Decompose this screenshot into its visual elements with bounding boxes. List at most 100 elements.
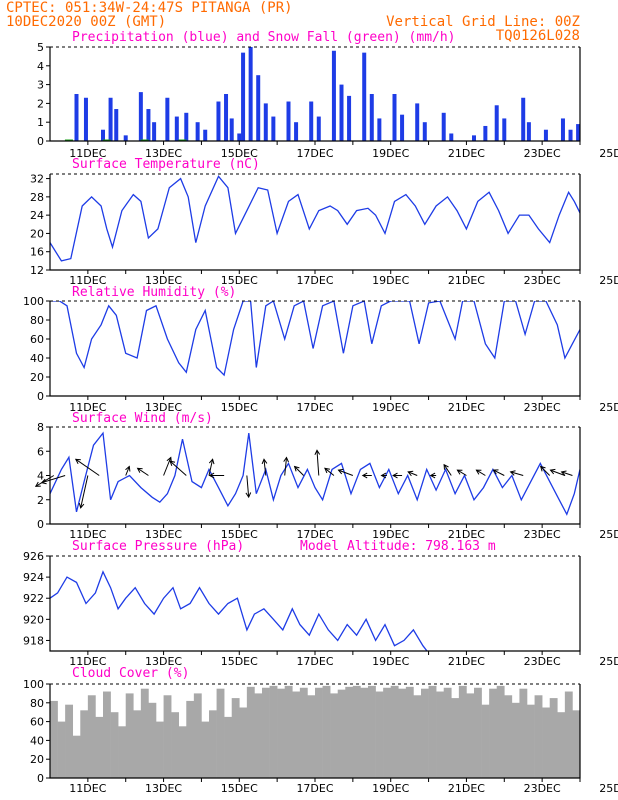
cloud-bar bbox=[564, 691, 573, 778]
precip-bar bbox=[449, 133, 454, 141]
cloud-bar bbox=[231, 698, 240, 778]
cloud-bar bbox=[557, 712, 566, 778]
precip-bar bbox=[543, 129, 548, 141]
wind-vector bbox=[510, 471, 524, 476]
wind-vector-head bbox=[208, 472, 215, 479]
precip-bar bbox=[415, 103, 420, 141]
wind-vector-head bbox=[475, 469, 482, 475]
precip-bar bbox=[526, 122, 531, 141]
wind-x-tick-label: 25DEC bbox=[599, 528, 618, 541]
cloud-bar bbox=[489, 688, 498, 778]
cloud-bar bbox=[140, 688, 149, 778]
cloud-bar bbox=[405, 686, 414, 778]
precip-bar bbox=[174, 116, 179, 141]
cloud-y-tick-label: 20 bbox=[30, 753, 44, 766]
cloud-bar bbox=[133, 710, 142, 778]
cloud-bar bbox=[466, 693, 475, 778]
cloud-x-tick-label: 17DEC bbox=[296, 782, 333, 795]
precip-bar bbox=[241, 52, 246, 141]
pressure-y-tick-label: 926 bbox=[23, 550, 44, 563]
wind-vector-head bbox=[245, 492, 252, 499]
temperature-y-tick-label: 12 bbox=[30, 264, 44, 277]
wind-vector bbox=[493, 469, 505, 476]
precip-x-tick-label: 25DEC bbox=[599, 147, 618, 160]
wind-vector bbox=[316, 450, 320, 476]
humidity-y-tick-label: 60 bbox=[30, 333, 44, 346]
wind-x-tick-label: 17DEC bbox=[296, 528, 333, 541]
precip-bar bbox=[400, 114, 405, 141]
wind-vector bbox=[284, 457, 288, 476]
cloud-bar bbox=[50, 700, 58, 778]
cloud-bar bbox=[527, 704, 535, 778]
precip-bar bbox=[229, 118, 234, 141]
temperature-x-tick-label: 21DEC bbox=[448, 274, 485, 287]
wind-vector-head bbox=[380, 472, 387, 479]
precip-frame bbox=[49, 47, 581, 142]
cloud-bar bbox=[239, 707, 248, 778]
humidity-line bbox=[50, 301, 580, 377]
precip-y-tick-label: 5 bbox=[37, 41, 44, 54]
cloud-bar bbox=[549, 698, 558, 778]
cloud-bar bbox=[171, 712, 180, 778]
pressure-frame bbox=[49, 556, 581, 652]
temperature-y-tick-label: 16 bbox=[30, 246, 44, 259]
cloud-bar bbox=[65, 704, 74, 778]
precip-bar bbox=[263, 103, 268, 141]
wind-vector bbox=[137, 467, 149, 476]
wind-panel: 11DEC 13DEC 15DEC 17DEC 19DEC 21DEC 23DEC 25DEC… bbox=[34, 421, 618, 541]
pressure-x-tick-label: 23DEC bbox=[524, 655, 561, 668]
wind-vector bbox=[41, 475, 66, 484]
wind-vector-head bbox=[74, 458, 81, 465]
wind-vector-head bbox=[337, 468, 344, 475]
wind-vector-head bbox=[361, 472, 368, 479]
precip-bar bbox=[123, 135, 128, 141]
cloud-y-tick-label: 40 bbox=[30, 734, 44, 747]
cloud-bar bbox=[118, 726, 127, 778]
pressure-x-tick-label: 11DEC bbox=[69, 655, 106, 668]
cloud-bar bbox=[224, 716, 233, 778]
wind-vector-head bbox=[283, 456, 289, 463]
pressure-y-tick-label: 922 bbox=[23, 592, 44, 605]
temperature-panel-title: Surface Temperature (nC) bbox=[72, 157, 260, 172]
precip-bar bbox=[331, 50, 336, 141]
cloud-y-tick-label: 60 bbox=[30, 716, 44, 729]
precip-bar bbox=[369, 94, 374, 141]
cloud-bar bbox=[277, 688, 286, 778]
humidity-x-tick-label: 17DEC bbox=[296, 401, 333, 414]
wind-vector bbox=[408, 471, 418, 476]
cloud-bar bbox=[436, 691, 445, 778]
humidity-x-tick-label: 15DEC bbox=[221, 401, 258, 414]
wind-y-tick-label: 6 bbox=[37, 445, 44, 458]
cloud-x-tick-label: 19DEC bbox=[372, 782, 409, 795]
cloud-x-tick-label: 15DEC bbox=[221, 782, 258, 795]
cloud-bar bbox=[148, 702, 157, 778]
wind-vector bbox=[561, 471, 573, 476]
humidity-x-tick-label: 19DEC bbox=[372, 401, 409, 414]
cloud-bar bbox=[299, 687, 308, 778]
precip-x-tick-label: 21DEC bbox=[448, 147, 485, 160]
temperature-x-tick-label: 25DEC bbox=[599, 274, 618, 287]
temperature-y-tick-label: 28 bbox=[30, 191, 44, 204]
cloud-bar bbox=[511, 702, 520, 778]
pressure-x-tick-label: 15DEC bbox=[221, 655, 258, 668]
precip-bar bbox=[347, 95, 352, 141]
cloud-bar bbox=[534, 695, 543, 778]
wind-vector-head bbox=[539, 465, 546, 472]
cloud-bar bbox=[178, 726, 187, 778]
wind-vector-head bbox=[456, 469, 463, 475]
humidity-y-tick-label: 20 bbox=[30, 371, 44, 384]
pressure-line bbox=[50, 570, 428, 651]
precip-bar bbox=[248, 47, 253, 141]
cloud-panel-title: Cloud Cover (%) bbox=[72, 666, 189, 681]
precip-bar bbox=[237, 133, 242, 141]
precip-bar bbox=[422, 122, 427, 141]
cloud-bar bbox=[375, 691, 384, 778]
pressure-x-tick-label: 25DEC bbox=[599, 655, 618, 668]
humidity-panel-title: Relative Humidity (%) bbox=[72, 285, 236, 300]
precip-bar bbox=[138, 92, 143, 141]
wind-vector-head bbox=[509, 470, 516, 476]
wind-vector-head bbox=[40, 478, 47, 485]
wind-vector bbox=[550, 469, 566, 476]
temperature-x-tick-label: 19DEC bbox=[372, 274, 409, 287]
cloud-bar bbox=[72, 735, 81, 778]
